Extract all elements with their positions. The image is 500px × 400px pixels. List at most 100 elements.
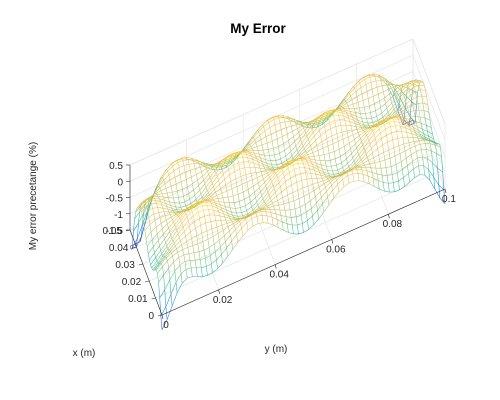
mesh-segment <box>200 167 202 172</box>
mesh-segment <box>156 269 158 274</box>
mesh-segment <box>370 128 372 130</box>
mesh-segment <box>250 173 253 180</box>
mesh-segment <box>172 190 178 193</box>
mesh-segment <box>380 128 386 134</box>
mesh-segment <box>366 129 372 136</box>
mesh-segment <box>335 126 338 134</box>
mesh-segment <box>195 202 202 206</box>
mesh-segment <box>267 140 273 144</box>
mesh-segment <box>347 105 350 109</box>
mesh-segment <box>163 196 169 198</box>
mesh-segment <box>305 172 308 180</box>
mesh-segment <box>351 147 357 155</box>
mesh-segment <box>221 193 224 198</box>
mesh-segment <box>343 115 349 119</box>
mesh-segment <box>266 163 272 166</box>
mesh-segment <box>332 169 338 172</box>
mesh-segment <box>413 165 419 170</box>
mesh-segment <box>433 177 436 190</box>
mesh-segment <box>416 96 419 104</box>
mesh-segment <box>168 250 171 252</box>
mesh-segment <box>259 187 261 193</box>
mesh-segment <box>268 174 270 178</box>
mesh-segment <box>345 168 351 172</box>
mesh-segment <box>261 204 267 210</box>
mesh-segment <box>166 238 173 247</box>
mesh-segment <box>307 220 309 230</box>
mesh-segment <box>383 149 389 153</box>
mesh-segment <box>200 225 203 234</box>
mesh-segment <box>287 223 293 226</box>
mesh-segment <box>244 151 250 153</box>
mesh-segment <box>395 125 397 132</box>
mesh-segment <box>201 190 208 197</box>
mesh-segment <box>324 110 331 113</box>
mesh-segment <box>188 193 190 200</box>
mesh-segment <box>319 125 325 131</box>
mesh-segment <box>317 122 320 125</box>
mesh-segment <box>359 79 365 84</box>
mesh-segment <box>348 117 351 122</box>
mesh-segment <box>361 169 367 172</box>
mesh-segment <box>236 212 238 217</box>
mesh-segment <box>366 91 369 99</box>
mesh-segment <box>311 161 317 164</box>
y-axis-label: y (m) <box>265 344 288 355</box>
mesh-segment <box>410 119 413 124</box>
mesh-segment <box>202 238 209 242</box>
mesh-segment <box>148 196 154 199</box>
mesh-segment <box>283 203 286 211</box>
mesh-segment <box>173 221 175 225</box>
mesh-segment <box>262 205 268 210</box>
mesh-segment <box>149 259 151 265</box>
mesh-segment <box>173 261 176 272</box>
mesh-segment <box>258 178 264 183</box>
mesh-segment <box>371 86 378 90</box>
mesh-segment <box>162 228 164 235</box>
mesh-segment <box>413 140 420 142</box>
mesh-segment <box>211 226 218 230</box>
mesh-segment <box>223 155 230 160</box>
mesh-segment <box>247 136 253 144</box>
mesh-segment <box>313 125 319 133</box>
mesh-segment <box>291 184 294 193</box>
mesh-segment <box>375 132 381 139</box>
mesh-segment <box>229 217 232 221</box>
mesh-segment <box>140 203 146 209</box>
mesh-segment <box>359 164 365 167</box>
mesh-segment <box>311 203 317 209</box>
mesh-segment <box>328 197 335 206</box>
mesh-segment <box>177 233 180 238</box>
mesh-segment <box>407 87 410 92</box>
mesh-segment <box>381 112 384 118</box>
mesh-segment <box>261 170 267 172</box>
mesh-segment <box>336 133 339 142</box>
mesh-segment <box>310 173 313 179</box>
mesh-segment <box>255 211 261 214</box>
mesh-segment <box>202 275 208 277</box>
mesh-segment <box>332 190 335 199</box>
mesh-segment <box>403 113 406 117</box>
mesh-segment <box>135 205 141 213</box>
mesh-segment <box>363 124 369 127</box>
mesh-segment <box>244 217 246 220</box>
mesh-segment <box>231 221 234 224</box>
mesh-segment <box>161 263 163 267</box>
mesh-segment <box>331 166 333 172</box>
mesh-segment <box>189 195 195 200</box>
mesh-segment <box>266 188 269 193</box>
mesh-segment <box>364 144 371 151</box>
mesh-segment <box>421 123 427 126</box>
mesh-segment <box>241 210 247 213</box>
mesh-segment <box>349 121 355 124</box>
mesh-segment <box>357 173 360 181</box>
mesh-segment <box>160 316 163 330</box>
mesh-segment <box>140 208 142 213</box>
mesh-segment <box>144 224 151 231</box>
mesh-segment <box>263 126 266 131</box>
mesh-segment <box>269 197 272 201</box>
mesh-segment <box>296 123 302 126</box>
mesh-segment <box>356 147 359 152</box>
mesh-segment <box>273 167 279 172</box>
mesh-segment <box>344 142 350 147</box>
